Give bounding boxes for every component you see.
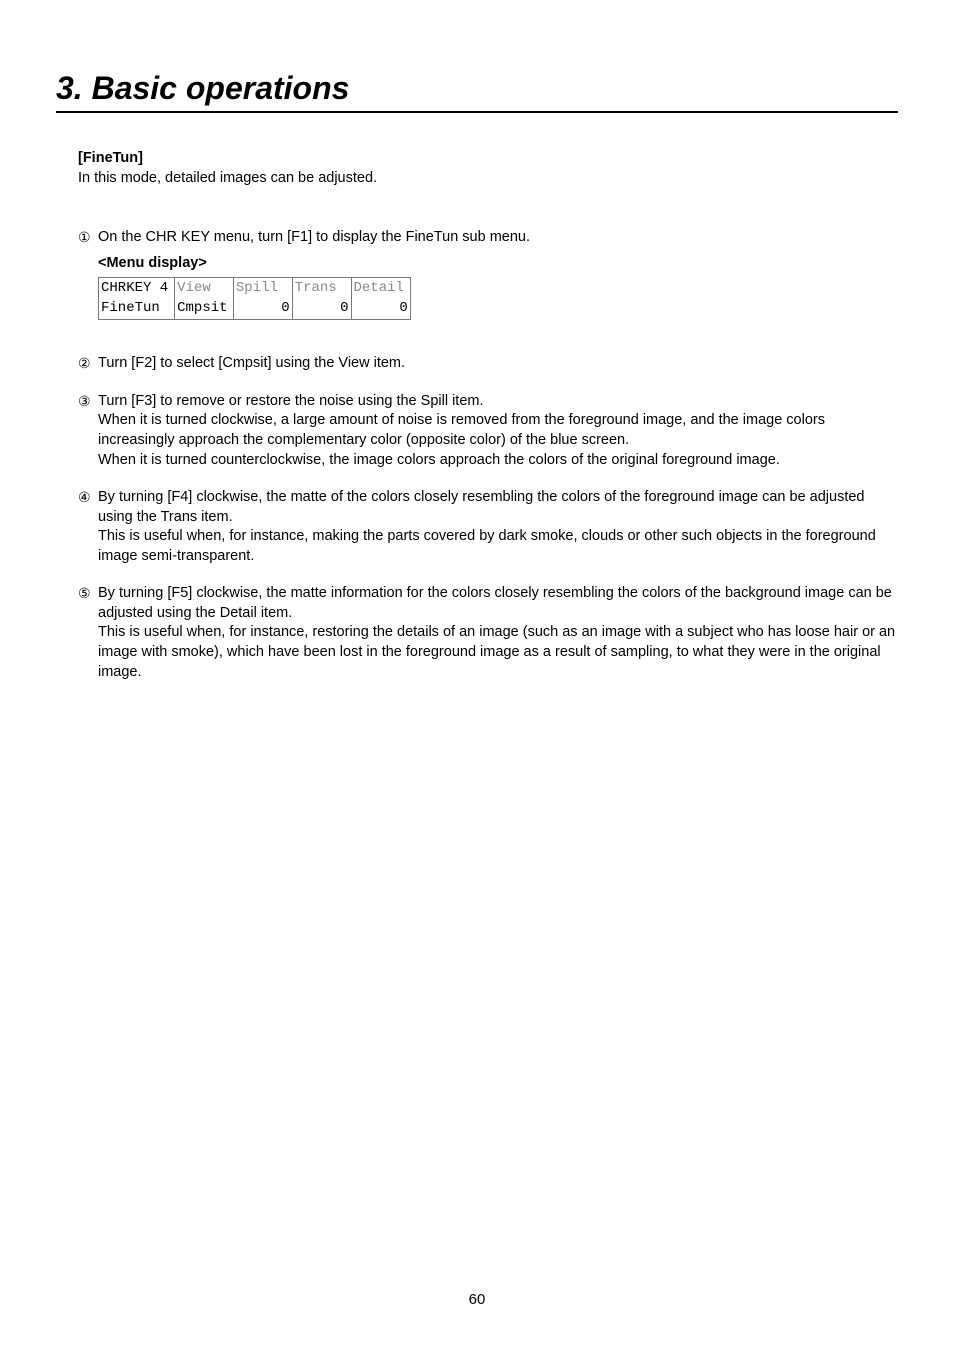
- page: 3. Basic operations [FineTun] In this mo…: [0, 0, 954, 1348]
- step-3-line: When it is turned clockwise, a large amo…: [98, 411, 898, 450]
- step-3-line: Turn [F3] to remove or restore the noise…: [98, 392, 898, 412]
- step-2-num: ②: [78, 354, 98, 374]
- step-4-num: ④: [78, 488, 98, 508]
- step-3-num: ③: [78, 392, 98, 412]
- menu-cell: Cmpsit: [175, 298, 234, 318]
- step-1-body: On the CHR KEY menu, turn [F1] to displa…: [98, 228, 898, 248]
- finetun-desc: In this mode, detailed images can be adj…: [78, 169, 898, 189]
- menu-display-table: CHRKEY 4 View Spill Trans Detail FineTun…: [98, 277, 411, 319]
- content-block: [FineTun] In this mode, detailed images …: [56, 149, 898, 682]
- page-number: 60: [0, 1291, 954, 1308]
- menu-cell: Spill: [233, 278, 292, 298]
- step-5-line: By turning [F5] clockwise, the matte inf…: [98, 584, 898, 623]
- step-5: ⑤ By turning [F5] clockwise, the matte i…: [78, 584, 898, 682]
- step-3-body: Turn [F3] to remove or restore the noise…: [98, 392, 898, 470]
- menu-cell: FineTun: [99, 298, 175, 318]
- section-title: 3. Basic operations: [56, 70, 898, 113]
- menu-row-1: CHRKEY 4 View Spill Trans Detail: [99, 278, 410, 298]
- step-5-num: ⑤: [78, 584, 98, 604]
- step-1-num: ①: [78, 228, 98, 248]
- menu-cell: Detail: [351, 278, 410, 298]
- step-3: ③ Turn [F3] to remove or restore the noi…: [78, 392, 898, 470]
- step-5-line: This is useful when, for instance, resto…: [98, 623, 898, 682]
- step-4-body: By turning [F4] clockwise, the matte of …: [98, 488, 898, 566]
- step-2-body: Turn [F2] to select [Cmpsit] using the V…: [98, 354, 898, 374]
- menu-display-heading: <Menu display>: [98, 254, 898, 274]
- menu-cell: 0: [292, 298, 351, 318]
- step-1: ① On the CHR KEY menu, turn [F1] to disp…: [78, 228, 898, 248]
- menu-cell: CHRKEY 4: [99, 278, 175, 298]
- step-4-line: This is useful when, for instance, makin…: [98, 527, 898, 566]
- step-3-line: When it is turned counterclockwise, the …: [98, 451, 898, 471]
- menu-row-2: FineTun Cmpsit 0 0 0: [99, 298, 410, 318]
- menu-cell: Trans: [292, 278, 351, 298]
- step-4: ④ By turning [F4] clockwise, the matte o…: [78, 488, 898, 566]
- menu-cell: 0: [233, 298, 292, 318]
- finetun-label: [FineTun]: [78, 149, 898, 169]
- step-2: ② Turn [F2] to select [Cmpsit] using the…: [78, 354, 898, 374]
- menu-cell: View: [175, 278, 234, 298]
- step-4-line: By turning [F4] clockwise, the matte of …: [98, 488, 898, 527]
- menu-cell: 0: [351, 298, 410, 318]
- step-5-body: By turning [F5] clockwise, the matte inf…: [98, 584, 898, 682]
